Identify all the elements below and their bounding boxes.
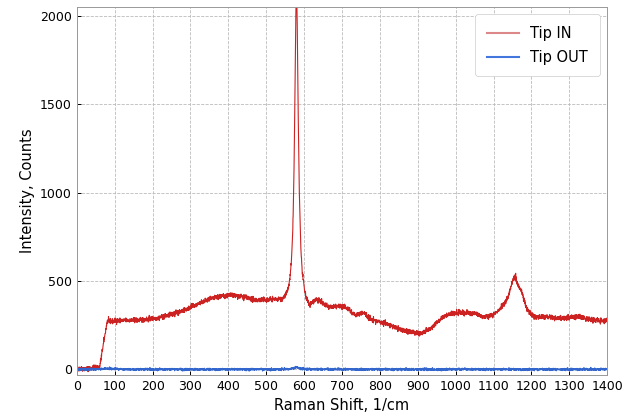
Tip OUT	[292, 364, 299, 369]
Tip OUT	[324, 367, 331, 372]
Tip OUT	[259, 368, 266, 373]
Tip OUT	[604, 367, 611, 372]
Tip OUT	[184, 368, 192, 373]
Tip IN	[563, 316, 570, 321]
Tip OUT	[563, 366, 570, 371]
Y-axis label: Intensity, Counts: Intensity, Counts	[20, 129, 35, 253]
Tip IN	[388, 323, 396, 328]
Tip IN	[84, 369, 92, 374]
Line: Tip OUT: Tip OUT	[77, 366, 607, 371]
Legend: Tip IN, Tip OUT: Tip IN, Tip OUT	[475, 14, 600, 76]
Tip OUT	[410, 368, 418, 373]
Tip IN	[73, 366, 81, 371]
Tip IN	[324, 304, 331, 310]
Tip IN	[604, 318, 611, 323]
Tip OUT	[265, 368, 273, 373]
Tip OUT	[388, 368, 396, 373]
Line: Tip IN: Tip IN	[77, 0, 607, 372]
Tip IN	[184, 307, 192, 312]
X-axis label: Raman Shift, 1/cm: Raman Shift, 1/cm	[275, 398, 410, 413]
Tip OUT	[73, 366, 81, 371]
Tip IN	[410, 328, 418, 333]
Tip IN	[265, 297, 273, 302]
